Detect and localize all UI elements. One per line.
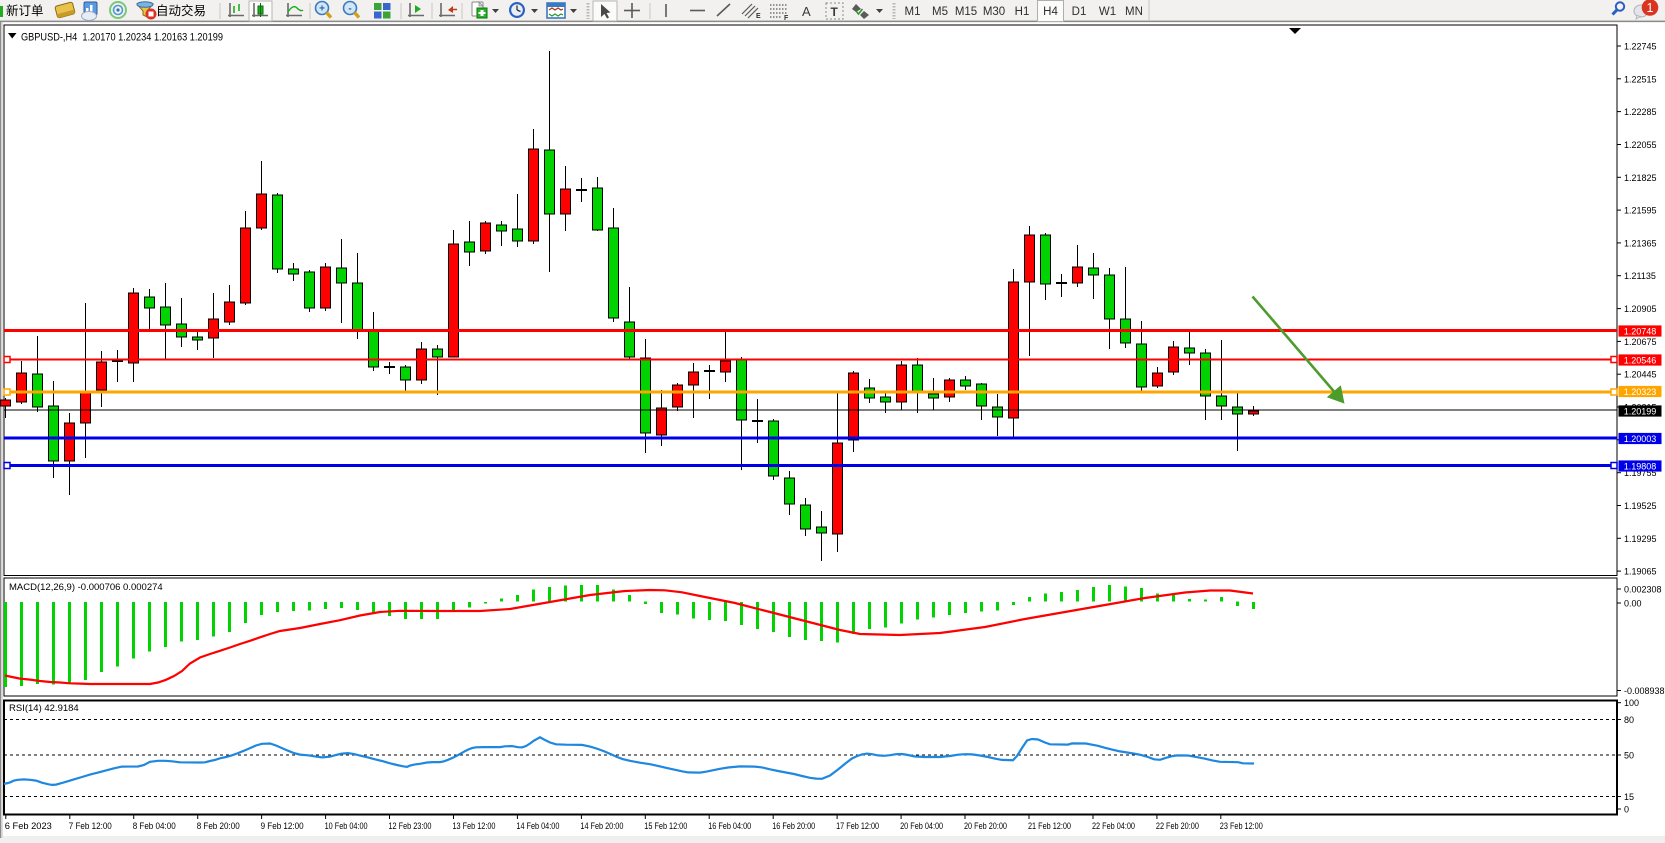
svg-text:16 Feb 04:00: 16 Feb 04:00 [708, 821, 751, 831]
svg-text:RSI(14) 42.9184: RSI(14) 42.9184 [9, 703, 79, 714]
svg-text:50: 50 [1624, 751, 1634, 761]
svg-text:1.19755: 1.19755 [1624, 468, 1657, 478]
svg-text:1.19525: 1.19525 [1624, 501, 1657, 511]
svg-text:14 Feb 04:00: 14 Feb 04:00 [516, 821, 559, 831]
svg-text:1: 1 [1647, 1, 1654, 15]
svg-text:1.20748: 1.20748 [1624, 327, 1657, 337]
svg-text:8 Feb 20:00: 8 Feb 20:00 [197, 821, 240, 831]
svg-text:20 Feb 20:00: 20 Feb 20:00 [964, 821, 1007, 831]
svg-text:14 Feb 20:00: 14 Feb 20:00 [580, 821, 623, 831]
svg-text:1.20675: 1.20675 [1624, 337, 1657, 347]
svg-text:17 Feb 12:00: 17 Feb 12:00 [836, 821, 879, 831]
svg-text:0: 0 [1624, 805, 1629, 815]
svg-text:0.002308: 0.002308 [1624, 585, 1662, 595]
svg-text:1.22285: 1.22285 [1624, 107, 1657, 117]
svg-text:12 Feb 23:00: 12 Feb 23:00 [389, 821, 432, 831]
svg-text:H4: H4 [1043, 6, 1058, 18]
svg-text:M1: M1 [905, 6, 921, 18]
svg-text:9 Feb 12:00: 9 Feb 12:00 [261, 821, 304, 831]
svg-text:1.21365: 1.21365 [1624, 238, 1657, 248]
svg-text:1.20199: 1.20199 [1624, 407, 1657, 417]
svg-text:A: A [802, 4, 811, 19]
svg-text:13 Feb 12:00: 13 Feb 12:00 [453, 821, 496, 831]
svg-text:20 Feb 04:00: 20 Feb 04:00 [900, 821, 943, 831]
svg-text:21 Feb 12:00: 21 Feb 12:00 [1028, 821, 1071, 831]
svg-text:8 Feb 04:00: 8 Feb 04:00 [133, 821, 176, 831]
svg-text:15 Feb 12:00: 15 Feb 12:00 [644, 821, 687, 831]
svg-text:22 Feb 20:00: 22 Feb 20:00 [1156, 821, 1199, 831]
svg-text:22 Feb 04:00: 22 Feb 04:00 [1092, 821, 1135, 831]
svg-text:10 Feb 04:00: 10 Feb 04:00 [325, 821, 368, 831]
svg-text:GBPUSD-,H4 1.20170 1.20234 1.: GBPUSD-,H4 1.20170 1.20234 1.20163 1.201… [21, 32, 223, 44]
svg-text:F: F [784, 15, 789, 22]
svg-text:-0.008938: -0.008938 [1624, 686, 1665, 696]
svg-text:T: T [831, 5, 839, 19]
svg-text:80: 80 [1624, 715, 1634, 725]
svg-text:自动交易: 自动交易 [156, 3, 206, 18]
svg-text:100: 100 [1624, 698, 1639, 708]
svg-text:1.20546: 1.20546 [1624, 356, 1657, 366]
svg-text:+: + [319, 4, 325, 15]
svg-text:1.19808: 1.19808 [1624, 462, 1657, 472]
svg-text:MN: MN [1125, 6, 1143, 18]
svg-text:7 Feb 12:00: 7 Feb 12:00 [69, 821, 112, 831]
svg-text:23 Feb 12:00: 23 Feb 12:00 [1220, 821, 1263, 831]
svg-text:1.22745: 1.22745 [1624, 42, 1657, 52]
svg-text:1.19295: 1.19295 [1624, 534, 1657, 544]
svg-text:1.21135: 1.21135 [1624, 271, 1656, 281]
svg-text:0.00: 0.00 [1624, 599, 1642, 609]
svg-text:-: - [348, 4, 351, 15]
svg-text:1.21825: 1.21825 [1624, 173, 1657, 183]
svg-text:M5: M5 [932, 6, 948, 18]
svg-text:M15: M15 [955, 6, 977, 18]
svg-text:W1: W1 [1099, 6, 1116, 18]
svg-text:1.22515: 1.22515 [1624, 74, 1657, 84]
svg-text:H1: H1 [1015, 6, 1030, 18]
svg-text:15: 15 [1624, 792, 1634, 802]
svg-text:1.20905: 1.20905 [1624, 304, 1657, 314]
svg-text:MACD(12,26,9) -0.000706 0.0002: MACD(12,26,9) -0.000706 0.000274 [9, 582, 163, 593]
svg-text:1.19065: 1.19065 [1624, 567, 1657, 577]
svg-text:16 Feb 20:00: 16 Feb 20:00 [772, 821, 815, 831]
svg-text:1.21595: 1.21595 [1624, 206, 1657, 216]
svg-text:1.20445: 1.20445 [1624, 370, 1657, 380]
svg-text:M30: M30 [983, 6, 1005, 18]
svg-text:1.22055: 1.22055 [1624, 140, 1657, 150]
svg-text:D1: D1 [1072, 6, 1087, 18]
svg-text:1.20323: 1.20323 [1624, 387, 1657, 397]
svg-text:6 Feb 2023: 6 Feb 2023 [5, 821, 52, 831]
svg-text:1.20003: 1.20003 [1624, 434, 1657, 444]
svg-text:新订单: 新订单 [6, 3, 44, 18]
svg-text:E: E [756, 13, 761, 20]
